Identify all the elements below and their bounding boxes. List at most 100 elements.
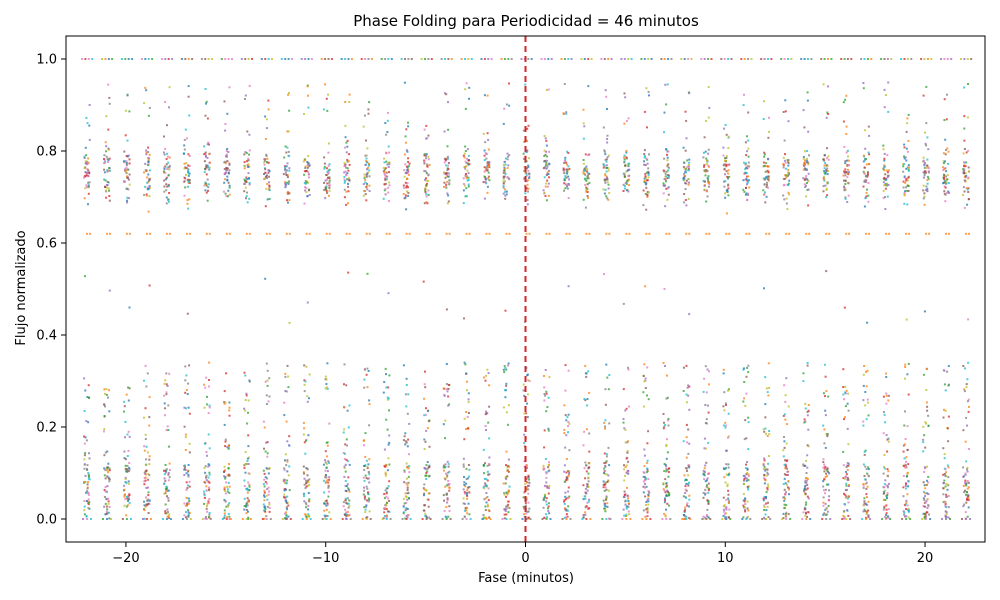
data-point xyxy=(645,501,648,503)
data-point xyxy=(724,173,726,176)
data-point xyxy=(846,171,849,174)
data-point xyxy=(307,58,310,60)
data-point xyxy=(243,161,246,164)
data-point xyxy=(767,362,770,365)
data-point xyxy=(843,492,845,495)
data-point xyxy=(348,232,351,235)
data-point xyxy=(265,494,268,497)
data-point xyxy=(466,157,468,160)
data-point xyxy=(623,496,626,499)
data-point xyxy=(823,428,826,431)
data-point xyxy=(284,145,287,148)
data-point xyxy=(303,483,306,486)
data-point xyxy=(324,476,327,479)
data-point xyxy=(643,177,646,180)
data-point xyxy=(842,464,845,467)
data-point xyxy=(502,184,505,187)
data-point xyxy=(528,157,530,160)
data-point xyxy=(447,515,450,518)
data-point xyxy=(884,499,887,501)
data-point xyxy=(484,181,487,184)
data-point xyxy=(505,450,508,453)
data-point xyxy=(840,58,843,60)
data-point xyxy=(885,179,887,182)
data-point xyxy=(283,414,286,417)
data-point xyxy=(662,182,665,185)
data-point xyxy=(328,179,331,182)
data-point xyxy=(268,395,271,398)
data-point xyxy=(762,462,765,465)
data-point xyxy=(185,496,188,499)
data-point xyxy=(903,424,906,427)
data-point xyxy=(187,512,190,515)
data-point xyxy=(263,161,266,164)
data-point xyxy=(385,152,388,155)
data-point xyxy=(903,155,905,158)
data-point xyxy=(749,518,752,520)
data-point xyxy=(324,58,327,60)
data-point xyxy=(185,173,187,176)
data-point xyxy=(406,482,409,485)
data-point xyxy=(286,169,288,172)
data-point xyxy=(587,196,589,199)
data-point xyxy=(847,155,849,158)
data-point xyxy=(826,173,829,176)
data-point xyxy=(721,518,724,520)
data-point xyxy=(567,58,570,60)
data-point xyxy=(344,146,347,149)
data-point xyxy=(427,466,430,469)
data-point xyxy=(806,168,808,171)
data-point xyxy=(125,175,128,178)
data-point xyxy=(287,474,290,477)
data-point xyxy=(543,135,546,137)
data-point xyxy=(545,481,548,484)
data-point xyxy=(325,174,328,176)
data-point xyxy=(627,117,630,120)
data-point xyxy=(204,465,207,468)
data-point xyxy=(448,179,451,182)
data-point xyxy=(428,516,431,519)
data-point xyxy=(441,518,444,520)
data-point xyxy=(147,163,150,166)
data-point xyxy=(288,180,291,183)
data-point xyxy=(106,170,109,173)
data-point xyxy=(104,405,106,408)
data-point xyxy=(922,497,925,500)
data-point xyxy=(747,58,750,60)
data-point xyxy=(486,169,489,172)
data-point xyxy=(243,505,246,507)
data-point xyxy=(465,482,468,485)
data-point xyxy=(225,149,228,152)
data-point xyxy=(706,477,709,480)
data-point xyxy=(505,508,508,511)
data-point xyxy=(148,463,151,466)
data-point xyxy=(424,515,427,517)
data-point xyxy=(787,487,790,490)
data-point xyxy=(506,158,509,161)
data-point xyxy=(442,387,445,390)
data-point xyxy=(208,168,211,171)
data-point xyxy=(127,58,130,60)
data-point xyxy=(463,502,466,505)
data-point xyxy=(864,465,867,468)
data-point xyxy=(904,156,907,159)
data-point xyxy=(243,167,246,170)
data-point xyxy=(183,502,186,505)
data-point xyxy=(405,149,408,152)
data-point xyxy=(722,405,725,408)
data-point xyxy=(345,513,348,516)
data-point xyxy=(145,445,148,448)
data-point xyxy=(604,188,607,191)
data-point xyxy=(647,497,650,500)
data-point xyxy=(602,499,605,502)
data-point xyxy=(124,436,126,439)
data-point xyxy=(366,188,369,191)
data-point xyxy=(267,486,270,489)
data-point xyxy=(548,169,551,172)
data-point xyxy=(289,518,292,520)
data-point xyxy=(863,365,866,367)
data-point xyxy=(206,403,209,406)
data-point xyxy=(904,190,907,193)
data-point xyxy=(363,176,366,179)
data-point xyxy=(722,508,725,511)
